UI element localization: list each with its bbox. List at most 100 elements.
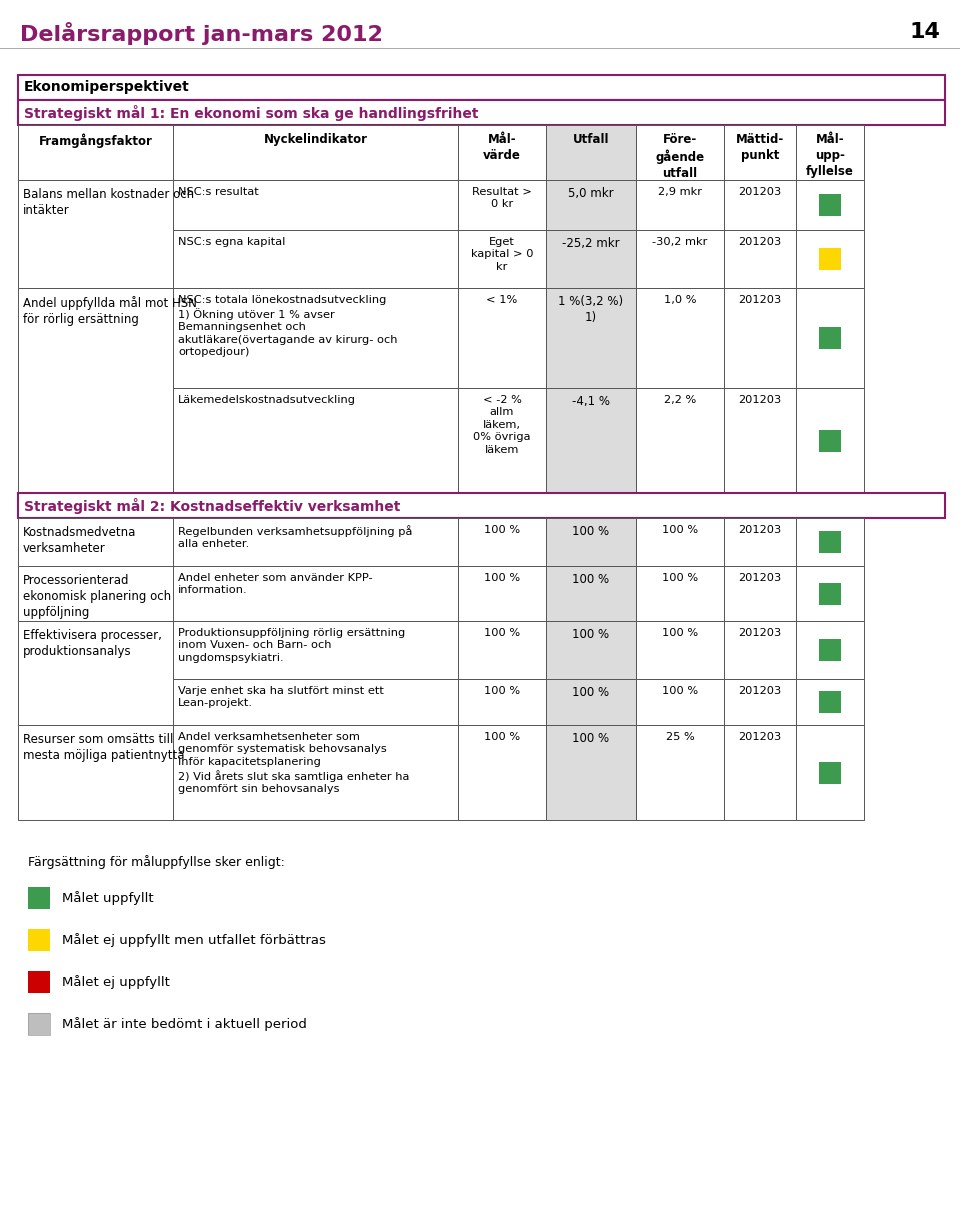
- Text: < 1%: < 1%: [487, 295, 517, 305]
- Bar: [28, 1013, 50, 1035]
- Bar: [546, 180, 636, 230]
- Bar: [724, 679, 796, 725]
- Text: 100 %: 100 %: [572, 525, 610, 538]
- Bar: [796, 519, 864, 566]
- Bar: [636, 287, 724, 388]
- Bar: [796, 621, 864, 679]
- Text: 201203: 201203: [738, 627, 781, 638]
- Bar: [546, 566, 636, 621]
- Bar: [173, 519, 458, 566]
- Bar: [819, 638, 841, 660]
- Bar: [28, 1013, 50, 1035]
- Text: Målet ej uppfyllt: Målet ej uppfyllt: [62, 975, 170, 989]
- Text: -30,2 mkr: -30,2 mkr: [652, 237, 708, 247]
- Text: Mättid-
punkt: Mättid- punkt: [736, 133, 784, 161]
- Text: Målet uppfyllt: Målet uppfyllt: [62, 892, 154, 905]
- Text: 201203: 201203: [738, 525, 781, 534]
- Text: 1 %(3,2 %)
1): 1 %(3,2 %) 1): [559, 295, 624, 324]
- Bar: [173, 388, 458, 493]
- Bar: [724, 125, 796, 180]
- Text: 25 %: 25 %: [665, 733, 694, 742]
- Bar: [546, 725, 636, 819]
- Bar: [18, 519, 173, 566]
- Bar: [18, 621, 173, 725]
- Text: 100 %: 100 %: [484, 627, 520, 638]
- Bar: [796, 679, 864, 725]
- Text: 2,9 mkr: 2,9 mkr: [658, 187, 702, 197]
- Text: Andel uppfyllda mål mot HSN
för rörlig ersättning: Andel uppfyllda mål mot HSN för rörlig e…: [23, 296, 197, 327]
- Bar: [724, 566, 796, 621]
- Text: 14: 14: [909, 22, 940, 42]
- Text: 201203: 201203: [738, 574, 781, 583]
- Bar: [819, 531, 841, 553]
- Bar: [546, 125, 636, 180]
- Text: 201203: 201203: [738, 237, 781, 247]
- Text: Färgsättning för måluppfyllse sker enligt:: Färgsättning för måluppfyllse sker enlig…: [28, 855, 285, 870]
- Text: 1,0 %: 1,0 %: [663, 295, 696, 305]
- Bar: [819, 691, 841, 713]
- Bar: [173, 230, 458, 287]
- Bar: [636, 679, 724, 725]
- Text: 201203: 201203: [738, 686, 781, 696]
- Text: 100 %: 100 %: [662, 574, 698, 583]
- Bar: [18, 75, 945, 100]
- Bar: [546, 388, 636, 493]
- Text: Före-
gående
utfall: Före- gående utfall: [656, 133, 705, 180]
- Text: 100 %: 100 %: [484, 574, 520, 583]
- Bar: [28, 929, 50, 951]
- Text: -4,1 %: -4,1 %: [572, 395, 610, 408]
- Bar: [724, 388, 796, 493]
- Text: Utfall: Utfall: [573, 133, 610, 146]
- Text: 201203: 201203: [738, 733, 781, 742]
- Bar: [636, 566, 724, 621]
- Text: 100 %: 100 %: [572, 627, 610, 641]
- Bar: [458, 230, 546, 287]
- Bar: [546, 287, 636, 388]
- Text: NSC:s egna kapital: NSC:s egna kapital: [178, 237, 285, 247]
- Text: < -2 %
allm
läkem,
0% övriga
läkem: < -2 % allm läkem, 0% övriga läkem: [473, 395, 531, 455]
- Text: Regelbunden verksamhetsuppföljning på
alla enheter.: Regelbunden verksamhetsuppföljning på al…: [178, 525, 413, 549]
- Bar: [796, 125, 864, 180]
- Text: 2,2 %: 2,2 %: [664, 395, 696, 405]
- Bar: [819, 327, 841, 349]
- Bar: [636, 725, 724, 819]
- Bar: [18, 287, 173, 493]
- Bar: [458, 125, 546, 180]
- Text: Nyckelindikator: Nyckelindikator: [263, 133, 368, 146]
- Bar: [458, 621, 546, 679]
- Bar: [18, 566, 173, 621]
- Bar: [173, 621, 458, 679]
- Bar: [796, 180, 864, 230]
- Text: 100 %: 100 %: [572, 574, 610, 586]
- Bar: [636, 180, 724, 230]
- Bar: [819, 429, 841, 451]
- Text: Andel verksamhetsenheter som
genomför systematisk behovsanalys
inför kapacitetsp: Andel verksamhetsenheter som genomför sy…: [178, 733, 409, 794]
- Text: Andel enheter som använder KPP-
information.: Andel enheter som använder KPP- informat…: [178, 574, 372, 596]
- Bar: [18, 725, 173, 819]
- Text: 201203: 201203: [738, 395, 781, 405]
- Bar: [458, 679, 546, 725]
- Text: Mål-
värde: Mål- värde: [483, 133, 521, 161]
- Bar: [458, 725, 546, 819]
- Text: Resultat >
0 kr: Resultat > 0 kr: [472, 187, 532, 209]
- Text: 100 %: 100 %: [662, 627, 698, 638]
- Bar: [18, 493, 945, 519]
- Bar: [173, 566, 458, 621]
- Text: Mål-
upp-
fyllelse: Mål- upp- fyllelse: [806, 133, 854, 179]
- Text: Strategiskt mål 2: Kostnadseffektiv verksamhet: Strategiskt mål 2: Kostnadseffektiv verk…: [24, 498, 400, 514]
- Text: Effektivisera processer,
produktionsanalys: Effektivisera processer, produktionsanal…: [23, 629, 162, 658]
- Bar: [546, 519, 636, 566]
- Bar: [546, 230, 636, 287]
- Text: 100 %: 100 %: [484, 733, 520, 742]
- Text: -25,2 mkr: -25,2 mkr: [563, 237, 620, 249]
- Bar: [546, 679, 636, 725]
- Text: Strategiskt mål 1: En ekonomi som ska ge handlingsfrihet: Strategiskt mål 1: En ekonomi som ska ge…: [24, 105, 478, 121]
- Text: Målet ej uppfyllt men utfallet förbättras: Målet ej uppfyllt men utfallet förbättra…: [62, 933, 325, 947]
- Text: Framgångsfaktor: Framgångsfaktor: [38, 133, 153, 148]
- Bar: [796, 725, 864, 819]
- Bar: [458, 388, 546, 493]
- Text: Delårsrapport jan-mars 2012: Delårsrapport jan-mars 2012: [20, 22, 383, 45]
- Bar: [724, 621, 796, 679]
- Text: 100 %: 100 %: [572, 733, 610, 745]
- Bar: [724, 287, 796, 388]
